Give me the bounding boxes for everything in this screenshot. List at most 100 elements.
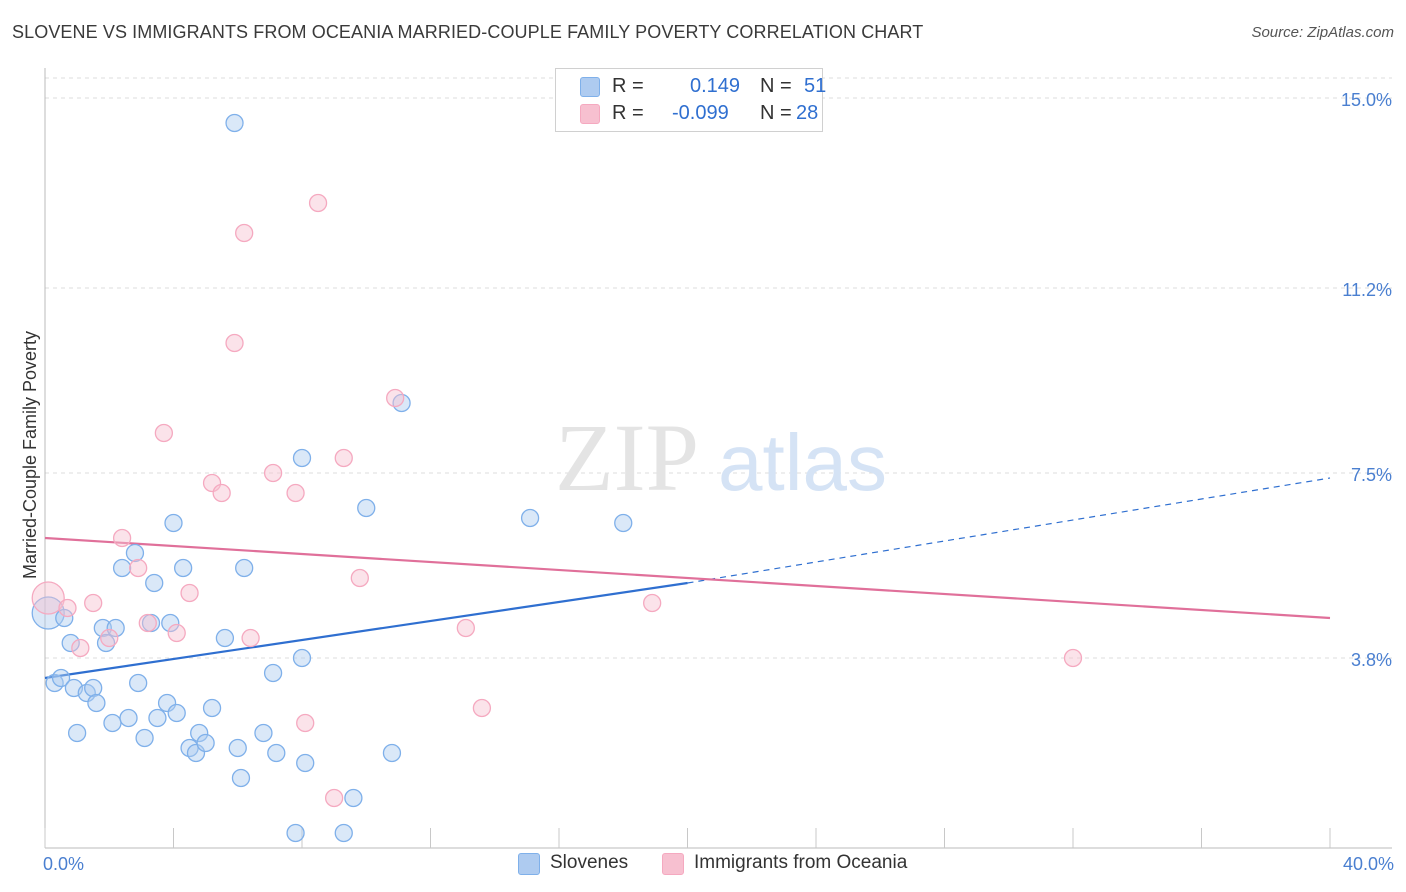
point-slovenes [292,448,312,468]
point-slovenes [164,513,183,533]
point-oceania [350,568,369,588]
point-slovenes [225,113,244,133]
point-oceania [472,698,492,718]
point-slovenes [148,708,167,728]
point-slovenes [161,613,180,633]
point-slovenes [357,498,376,518]
point-oceania [154,423,174,443]
legend-n-label: N = [760,102,792,124]
point-oceania [225,333,244,353]
point-slovenes [96,633,116,653]
point-oceania [334,448,353,468]
bottom-legend-swatch-slovenes [518,853,540,875]
point-oceania [84,593,103,613]
point-slovenes [334,823,353,843]
point-slovenes [106,618,125,638]
point-oceania [167,623,186,643]
legend-r-value: -0.099 [672,102,729,124]
point-slovenes [167,703,186,723]
point-oceania [138,613,157,633]
point-slovenes [614,513,633,533]
legend-r-value: 0.149 [690,75,741,97]
legend-n-value: 28 [796,102,819,124]
point-slovenes [228,738,247,758]
point-slovenes [129,673,148,693]
point-slovenes [84,678,103,698]
point-oceania [308,193,328,213]
y-axis-label: Married-Couple Family Poverty [20,331,40,579]
point-slovenes [202,698,222,718]
x-tick-labels: 0.0% 40.0% [43,854,1394,874]
y-tick-label: 11.2% [1342,280,1392,300]
axes [44,68,1392,849]
chart-title: SLOVENE VS IMMIGRANTS FROM OCEANIA MARRI… [12,22,924,42]
point-slovenes [382,743,402,763]
point-oceania [263,463,283,483]
point-oceania [71,638,90,658]
y-tick-label: 7.5% [1351,465,1392,485]
point-slovenes [55,608,74,628]
trend-line-slovenes [44,581,688,680]
point-slovenes [67,723,87,743]
trend-lines [44,477,1331,680]
point-oceania [456,618,475,638]
point-slovenes [267,743,286,763]
point-oceania [112,528,132,548]
point-slovenes [196,733,215,753]
point-slovenes [61,633,80,653]
point-oceania [241,628,260,648]
point-oceania [386,388,405,408]
bottom-legend-label-oceania: Immigrants from Oceania [694,852,908,873]
data-points [31,113,1083,843]
point-slovenes [145,573,164,593]
legend-n-label: N = [760,75,792,97]
x-tick-label: 40.0% [1343,854,1394,874]
point-oceania [1063,648,1083,668]
legend-r-label: R = [612,75,644,97]
bottom-legend-swatch-oceania [662,853,684,875]
bottom-legend-label-slovenes: Slovenes [550,852,629,873]
y-tick-label: 15.0% [1341,90,1392,110]
point-slovenes [344,788,363,808]
point-oceania [212,483,231,503]
watermark: ZIP atlas [555,404,887,511]
point-oceania [100,628,119,648]
point-oceania [31,581,65,615]
point-slovenes [254,723,273,743]
point-slovenes [190,723,209,743]
y-tick-labels: 3.8% 7.5% 11.2% 15.0% [1341,90,1392,670]
watermark-zip: ZIP [555,404,699,511]
point-slovenes [296,753,315,773]
point-oceania [296,713,315,733]
point-slovenes [235,558,254,578]
point-slovenes [103,713,122,733]
point-slovenes [173,558,193,578]
point-oceania [286,483,305,503]
point-slovenes [263,663,283,683]
point-oceania [235,223,254,243]
legend-swatch-slovenes [580,77,600,97]
point-oceania [180,583,199,603]
point-slovenes [112,558,132,578]
point-slovenes [135,728,154,748]
point-slovenes [292,648,312,668]
legend-swatch-oceania [580,104,600,124]
chart-source: Source: ZipAtlas.com [1251,24,1394,41]
point-oceania [643,593,662,613]
point-slovenes [51,668,71,688]
y-tick-label: 3.8% [1351,650,1392,670]
trend-line-oceania [44,536,1331,620]
point-slovenes [286,823,305,843]
point-oceania [58,598,77,618]
stats-legend: R = 0.149 N = 51 R = -0.099 N = 28 [555,68,827,132]
point-slovenes [231,768,251,788]
legend-r-label: R = [612,102,644,124]
point-oceania [129,558,148,578]
point-slovenes [520,508,540,528]
legend-n-value: 51 [804,75,827,97]
point-slovenes [125,543,145,563]
point-oceania [324,788,344,808]
point-slovenes [93,618,112,638]
point-slovenes [215,628,235,648]
